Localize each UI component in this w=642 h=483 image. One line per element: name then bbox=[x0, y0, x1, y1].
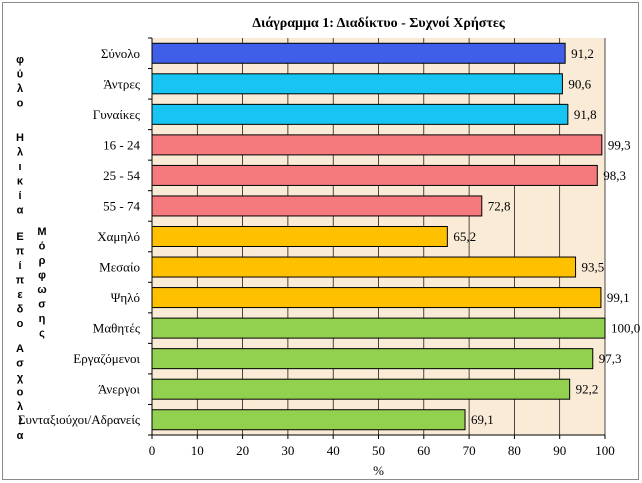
group-letter-age: Η bbox=[16, 132, 24, 144]
x-tick-label: 60 bbox=[417, 443, 430, 458]
x-tick-label: 90 bbox=[553, 443, 566, 458]
bar bbox=[151, 378, 571, 400]
bar bbox=[151, 226, 448, 247]
category-label: 16 - 24 bbox=[103, 137, 140, 152]
value-label: 90,6 bbox=[568, 76, 591, 91]
x-tick-label: 0 bbox=[149, 443, 156, 458]
category-label: Άνεργοι bbox=[98, 382, 140, 397]
group-letter-age: λ bbox=[17, 147, 23, 159]
group-letter-gender: ο bbox=[17, 98, 24, 110]
value-label: 92,2 bbox=[576, 382, 599, 397]
category-label: Συνταξιούχοι/Αδρανείς bbox=[18, 412, 141, 427]
group-letter-education: ο bbox=[17, 318, 24, 330]
value-label: 69,1 bbox=[471, 412, 494, 427]
group-letter-gender: λ bbox=[17, 83, 23, 95]
group-letter-education: ί bbox=[18, 260, 21, 272]
category-label: Χαμηλό bbox=[97, 229, 140, 244]
x-axis-title: % bbox=[373, 463, 384, 478]
group-letter-education: Ε bbox=[16, 231, 23, 243]
group-letter-occupation: α bbox=[17, 430, 24, 442]
value-label: 98,3 bbox=[603, 168, 626, 183]
value-label: 99,1 bbox=[607, 290, 630, 305]
category-label: 25 - 54 bbox=[103, 168, 140, 183]
x-tick-label: 20 bbox=[236, 443, 249, 458]
value-label: 93,5 bbox=[582, 260, 605, 275]
x-tick-label: 70 bbox=[463, 443, 476, 458]
group-letter-education: δ bbox=[17, 304, 24, 316]
group-letter-education-2: ρ bbox=[39, 255, 46, 267]
value-label: 91,2 bbox=[571, 46, 594, 61]
value-label: 99,3 bbox=[608, 137, 631, 152]
group-letter-occupation: Α bbox=[16, 343, 24, 355]
bar bbox=[151, 348, 594, 370]
category-label: Γυναίκες bbox=[93, 107, 141, 122]
bar bbox=[151, 42, 566, 64]
category-label: Ψηλό bbox=[111, 290, 140, 305]
group-letter-gender: ύ bbox=[17, 69, 23, 81]
group-letter-occupation: σ bbox=[16, 358, 24, 370]
value-label: 100,0 bbox=[611, 321, 640, 336]
x-tick-label: 40 bbox=[327, 443, 340, 458]
group-letter-education-2: ω bbox=[37, 284, 46, 296]
group-letter-occupation: λ bbox=[17, 401, 23, 413]
group-letter-age: ι bbox=[18, 161, 21, 173]
group-letter-education: ε bbox=[17, 289, 23, 301]
value-label: 97,3 bbox=[599, 351, 622, 366]
x-tick-label: 50 bbox=[372, 443, 385, 458]
category-label: Εργαζόμενοι bbox=[73, 351, 140, 366]
group-letter-age: κ bbox=[17, 176, 24, 188]
x-tick-label: 30 bbox=[281, 443, 294, 458]
category-label: Μεσαίο bbox=[99, 260, 140, 275]
category-label: Άντρες bbox=[103, 76, 140, 91]
group-letter-occupation: ί bbox=[18, 416, 21, 428]
bar bbox=[151, 164, 598, 186]
bar bbox=[151, 287, 602, 309]
bar bbox=[151, 103, 569, 125]
group-letter-education-2: σ bbox=[38, 299, 46, 311]
value-label: 65,2 bbox=[453, 229, 476, 244]
group-letter-education: π bbox=[16, 246, 25, 258]
group-letter-age: α bbox=[17, 205, 24, 217]
group-letter-age: ί bbox=[18, 190, 21, 202]
group-letter-occupation: χ bbox=[17, 372, 24, 384]
group-letter-education-2: Μ bbox=[37, 226, 46, 238]
bar bbox=[151, 256, 577, 278]
group-letter-education-2: φ bbox=[38, 270, 46, 282]
value-label: 72,8 bbox=[488, 198, 511, 213]
bar bbox=[151, 73, 563, 95]
group-letter-education-2: η bbox=[39, 313, 46, 325]
group-letter-gender: φ bbox=[16, 54, 24, 66]
group-letter-education: π bbox=[16, 275, 25, 287]
bar bbox=[151, 409, 466, 431]
bar bbox=[151, 317, 606, 339]
group-letter-education-2: ό bbox=[39, 241, 46, 253]
bar bbox=[151, 195, 483, 217]
category-label: Μαθητές bbox=[93, 321, 141, 336]
x-tick-label: 100 bbox=[595, 443, 615, 458]
chart-title: Διάγραμμα 1: Διαδίκτυο - Συχνοί Χρήστες bbox=[252, 16, 505, 31]
group-letter-education-2: ς bbox=[39, 328, 45, 340]
category-label: 55 - 74 bbox=[103, 198, 140, 213]
x-tick-label: 10 bbox=[191, 443, 204, 458]
category-label: Σύνολο bbox=[101, 46, 140, 61]
value-label: 91,8 bbox=[574, 107, 597, 122]
bar bbox=[151, 134, 603, 156]
group-letter-occupation: ο bbox=[17, 387, 24, 399]
x-tick-label: 80 bbox=[508, 443, 521, 458]
